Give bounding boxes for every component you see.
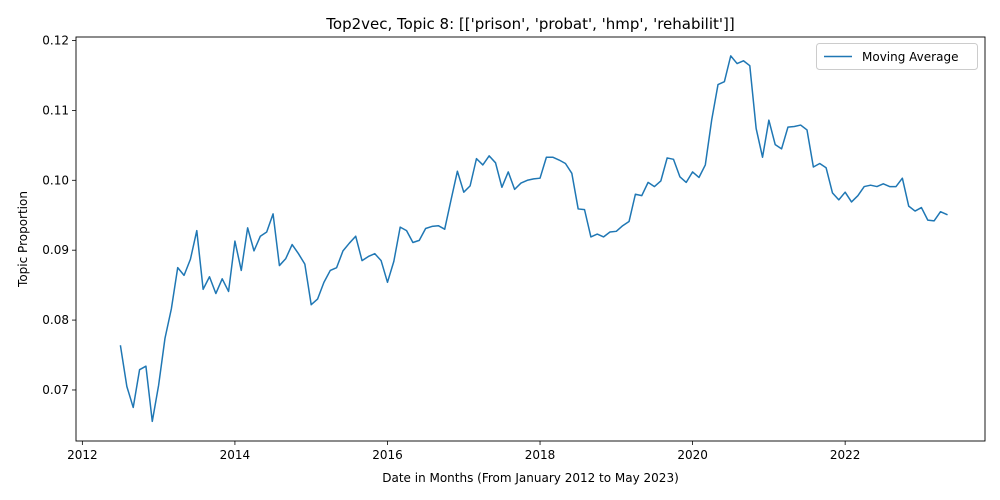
y-axis-label: Topic Proportion (16, 191, 30, 288)
y-tick-label: 0.12 (42, 33, 69, 47)
legend-label-moving-average: Moving Average (862, 50, 958, 64)
x-tick-label: 2014 (220, 448, 251, 462)
chart-title: Top2vec, Topic 8: [['prison', 'probat', … (325, 15, 734, 33)
legend: Moving Average (816, 43, 978, 70)
x-axis-label: Date in Months (From January 2012 to May… (382, 471, 679, 485)
x-tick-label: 2012 (67, 448, 98, 462)
x-tick-label: 2020 (677, 448, 708, 462)
x-tick-label: 2022 (830, 448, 861, 462)
ticks-layer: 2012 2014 2016 2018 2020 2022 0.07 0.08 0.09 0.10… (42, 33, 860, 462)
x-tick-label: 2016 (372, 448, 403, 462)
y-tick-label: 0.09 (42, 243, 69, 257)
plot-frame (75, 36, 986, 442)
y-tick-label: 0.11 (42, 103, 69, 117)
series-line-moving-average (119, 55, 948, 423)
y-tick-label: 0.08 (42, 313, 69, 327)
y-tick-label: 0.07 (42, 383, 69, 397)
legend-box (816, 43, 978, 70)
x-tick-label: 2018 (525, 448, 556, 462)
y-tick-label: 0.10 (42, 173, 69, 187)
